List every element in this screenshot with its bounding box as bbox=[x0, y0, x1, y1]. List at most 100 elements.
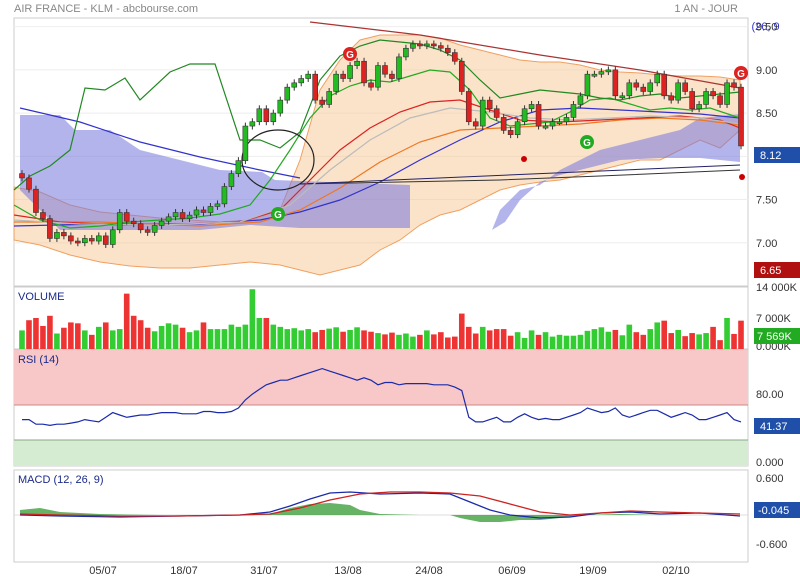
candle bbox=[33, 185, 39, 216]
trend-line-blue-descending bbox=[19, 107, 301, 179]
candle bbox=[312, 70, 318, 104]
volume-bar bbox=[123, 293, 130, 349]
candle bbox=[102, 232, 109, 248]
candle bbox=[549, 118, 556, 130]
volume-bar bbox=[612, 329, 619, 349]
macd-last-tag: -0.045 bbox=[754, 502, 800, 518]
rsi-last-label: 41.37 bbox=[760, 421, 788, 433]
candle bbox=[235, 157, 242, 178]
candle bbox=[431, 40, 437, 50]
candle bbox=[137, 220, 144, 234]
ichimoku-cloud bbox=[20, 115, 410, 230]
candle bbox=[151, 222, 158, 236]
circle-annotation bbox=[241, 129, 315, 191]
candle bbox=[528, 100, 535, 113]
volume-bar bbox=[305, 329, 312, 349]
volume-bar bbox=[521, 337, 528, 349]
volume-bar bbox=[431, 334, 437, 349]
volume-bar bbox=[242, 324, 249, 349]
volume-bar bbox=[284, 329, 291, 349]
candle bbox=[361, 57, 367, 87]
volume-bar bbox=[354, 327, 360, 349]
volume-bar bbox=[151, 331, 158, 349]
volume-bar bbox=[626, 324, 633, 349]
last-low-dot bbox=[739, 174, 745, 180]
volume-bar bbox=[682, 336, 688, 349]
candle bbox=[95, 232, 102, 245]
candle bbox=[710, 88, 716, 100]
volume-bar bbox=[584, 330, 591, 349]
candle bbox=[179, 209, 186, 223]
x-tick-label: 02/10 bbox=[662, 565, 690, 577]
volume-bar bbox=[451, 336, 458, 349]
volume-bar bbox=[333, 327, 339, 349]
candle bbox=[738, 83, 744, 150]
volume-bar bbox=[221, 329, 228, 349]
candle bbox=[689, 88, 695, 113]
candle bbox=[172, 209, 179, 221]
last-price-label: 8.12 bbox=[760, 150, 781, 162]
candle bbox=[556, 118, 563, 126]
candle bbox=[116, 209, 123, 234]
candle bbox=[703, 88, 709, 108]
volume-bar bbox=[598, 327, 605, 349]
candle bbox=[438, 42, 444, 52]
candle bbox=[605, 66, 612, 76]
volume-bar bbox=[54, 333, 60, 349]
signal-marker-2: G bbox=[343, 47, 357, 61]
candle bbox=[486, 96, 493, 113]
volume-tick-label: 7 000K bbox=[756, 313, 792, 325]
volume-bar bbox=[26, 320, 32, 349]
candle bbox=[479, 96, 486, 130]
price-tick-label: 9.50 bbox=[756, 22, 777, 34]
candle bbox=[493, 105, 500, 121]
volume-bar bbox=[654, 322, 661, 349]
volume-bar bbox=[403, 333, 409, 349]
volume-bar bbox=[696, 334, 702, 349]
candle bbox=[26, 174, 32, 193]
volume-bar bbox=[619, 335, 626, 349]
candle bbox=[263, 105, 270, 126]
volume-bar bbox=[19, 330, 25, 349]
volume-bar bbox=[710, 326, 716, 349]
candle bbox=[717, 92, 723, 108]
candle bbox=[403, 44, 409, 61]
candle bbox=[256, 105, 263, 126]
candle bbox=[410, 40, 416, 52]
candle bbox=[158, 217, 165, 229]
candle bbox=[89, 234, 95, 245]
candle bbox=[633, 79, 640, 91]
volume-bar bbox=[109, 330, 116, 349]
volume-bar bbox=[570, 335, 577, 349]
last-price-tag: 8.12 bbox=[754, 147, 800, 163]
volume-bar bbox=[703, 333, 709, 349]
candle bbox=[731, 79, 737, 91]
volume-bar bbox=[179, 327, 186, 349]
candle bbox=[472, 118, 479, 130]
volume-bar bbox=[528, 330, 535, 349]
signal-marker-4: G bbox=[734, 66, 748, 80]
candle bbox=[724, 79, 730, 108]
candle bbox=[130, 217, 137, 228]
candle bbox=[319, 96, 325, 108]
volume-bar bbox=[549, 336, 556, 349]
signal-label-2: G bbox=[346, 50, 354, 61]
mm-50-line bbox=[14, 117, 741, 227]
volume-bar bbox=[172, 324, 179, 349]
volume-bar bbox=[137, 320, 144, 349]
macd-panel: MACD (12, 26, 9) 0.600 -0.600 -0.045 bbox=[13, 469, 800, 563]
volume-bar bbox=[410, 336, 416, 349]
volume-bar bbox=[535, 334, 542, 349]
signal-label-3: G bbox=[583, 138, 591, 149]
chart-title: AIR FRANCE - KLM - abcbourse.com bbox=[14, 3, 198, 15]
candle bbox=[647, 79, 654, 95]
price-tick-label: 8.50 bbox=[756, 108, 777, 120]
volume-bar bbox=[563, 335, 570, 349]
volume-bar bbox=[486, 330, 493, 349]
volume-bar bbox=[465, 326, 472, 349]
volume-bar bbox=[33, 318, 39, 349]
volume-bar bbox=[326, 328, 332, 349]
volume-bar bbox=[424, 330, 430, 349]
candle bbox=[340, 70, 346, 82]
